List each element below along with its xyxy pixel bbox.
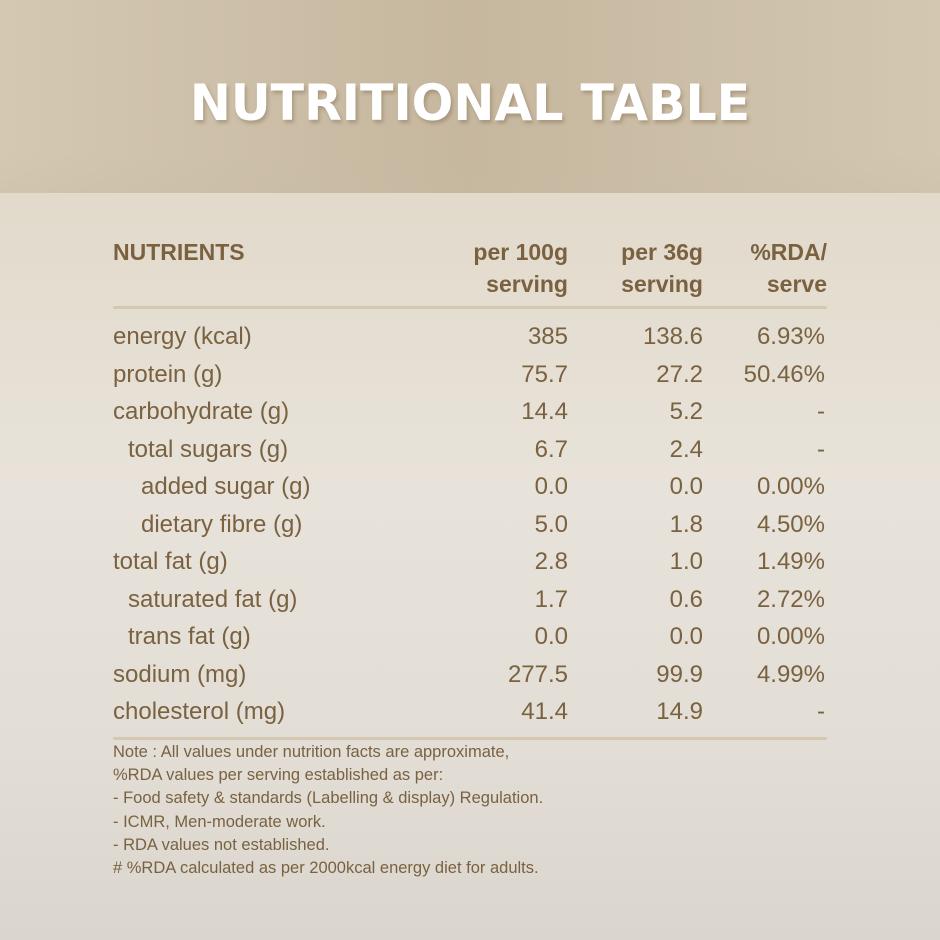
value-per-36g: 0.6 — [669, 585, 703, 613]
content-background — [0, 193, 940, 940]
table-row: trans fat (g) 0.0 0.0 0.00% — [113, 618, 827, 656]
nutrient-name: carbohydrate (g) — [113, 398, 290, 425]
column-header-per-100g: per 100g serving — [473, 236, 568, 300]
nutrient-name: cholesterol (mg) — [113, 698, 286, 725]
column-header-rda-line2: serve — [766, 271, 827, 297]
nutrient-name: total sugars (g) — [128, 435, 289, 463]
value-per-36g: 27.2 — [656, 360, 703, 388]
column-header-rda-line1: %RDA/ — [750, 239, 827, 265]
value-per-36g: 1.0 — [669, 548, 703, 575]
nutrient-name: sodium (mg) — [113, 660, 247, 688]
header-divider — [113, 306, 827, 309]
footer-divider — [113, 736, 827, 740]
value-per-100g: 75.7 — [521, 360, 568, 388]
table-row: total fat (g) 2.8 1.0 1.49% — [113, 543, 827, 581]
column-header-rda: %RDA/ serve — [750, 236, 827, 300]
value-per-100g: 14.4 — [521, 398, 568, 425]
table-row: carbohydrate (g) 14.4 5.2 - — [113, 393, 827, 431]
value-per-100g: 5.0 — [534, 510, 568, 538]
value-rda: - — [817, 435, 825, 463]
value-per-36g: 0.0 — [669, 473, 703, 500]
table-body: energy (kcal) 385 138.6 6.93% protein (g… — [113, 309, 827, 731]
value-rda: 50.46% — [743, 360, 825, 388]
title-banner: NUTRITIONAL TABLE — [0, 0, 940, 193]
value-per-100g: 0.0 — [534, 473, 568, 500]
value-per-36g: 1.8 — [669, 510, 703, 538]
footnotes: Note : All values under nutrition facts … — [113, 741, 543, 880]
nutrient-name: added sugar (g) — [141, 473, 311, 500]
table-row: saturated fat (g) 1.7 0.6 2.72% — [113, 581, 827, 619]
nutrient-name: total fat (g) — [113, 548, 228, 575]
column-header-per-36g: per 36g serving — [621, 236, 703, 300]
value-rda: 0.00% — [756, 623, 825, 650]
value-per-100g: 385 — [527, 323, 568, 350]
value-per-36g: 5.2 — [669, 398, 703, 425]
value-rda: 4.99% — [756, 660, 825, 688]
value-per-36g: 138.6 — [642, 323, 703, 350]
value-rda: 0.00% — [756, 473, 825, 500]
note-line: # %RDA calculated as per 2000kcal energy… — [113, 859, 539, 878]
table-row: total sugars (g) 6.7 2.4 - — [113, 431, 827, 469]
value-per-100g: 1.7 — [534, 585, 568, 613]
value-per-100g: 41.4 — [521, 698, 568, 725]
value-per-100g: 6.7 — [534, 435, 568, 463]
note-line: - ICMR, Men-moderate work. — [113, 812, 326, 831]
note-line: Note : All values under nutrition facts … — [113, 743, 510, 761]
value-rda: 6.93% — [756, 323, 825, 350]
value-rda: 4.50% — [756, 510, 825, 538]
nutrient-name: saturated fat (g) — [128, 585, 298, 613]
value-per-36g: 99.9 — [656, 660, 703, 688]
value-per-100g: 2.8 — [534, 548, 568, 575]
nutrient-name: dietary fibre (g) — [141, 510, 303, 538]
value-per-36g: 14.9 — [656, 698, 703, 725]
nutrient-name: protein (g) — [113, 360, 223, 388]
table-row: energy (kcal) 385 138.6 6.93% — [113, 318, 827, 356]
value-per-36g: 0.0 — [669, 623, 703, 650]
value-per-100g: 277.5 — [507, 660, 568, 688]
table-row: protein (g) 75.7 27.2 50.46% — [113, 356, 827, 394]
value-rda: - — [817, 398, 825, 425]
value-rda: 1.49% — [756, 548, 825, 575]
column-header-per-36g-line1: per 36g — [621, 239, 703, 265]
note-line: - RDA values not established. — [113, 835, 330, 854]
table-row: dietary fibre (g) 5.0 1.8 4.50% — [113, 506, 827, 544]
table-header: NUTRIENTS per 100g serving per 36g servi… — [113, 232, 827, 306]
table-row: sodium (mg) 277.5 99.9 4.99% — [113, 656, 827, 694]
value-rda: - — [817, 698, 825, 725]
value-rda: 2.72% — [756, 585, 825, 613]
nutrient-name: energy (kcal) — [113, 323, 252, 350]
value-per-36g: 2.4 — [669, 435, 703, 463]
note-line: %RDA values per serving established as p… — [113, 766, 444, 785]
value-per-100g: 0.0 — [534, 623, 568, 650]
page-title: NUTRITIONAL TABLE — [189, 74, 751, 132]
column-header-per-100g-line1: per 100g — [473, 239, 568, 265]
table-row: cholesterol (mg) 41.4 14.9 - — [113, 693, 827, 731]
nutrition-table: NUTRIENTS per 100g serving per 36g servi… — [113, 232, 827, 740]
column-header-per-36g-line2: serving — [621, 271, 703, 297]
nutrient-name: trans fat (g) — [128, 623, 251, 650]
note-line: - Food safety & standards (Labelling & d… — [113, 789, 544, 808]
column-header-nutrients: NUTRIENTS — [113, 239, 245, 265]
column-header-per-100g-line2: serving — [486, 271, 568, 297]
table-row: added sugar (g) 0.0 0.0 0.00% — [113, 468, 827, 506]
